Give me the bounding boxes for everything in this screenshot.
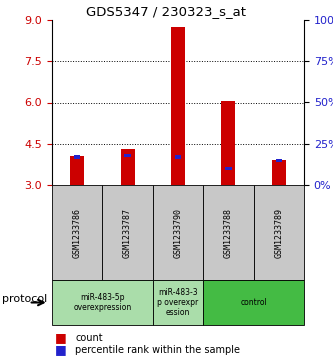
Bar (74, 155, 80, 159)
Bar (125, 154, 131, 157)
Text: protocol: protocol (2, 294, 47, 304)
Text: GSM1233788: GSM1233788 (224, 208, 233, 257)
Text: GSM1233789: GSM1233789 (274, 208, 283, 257)
Bar (276, 159, 282, 162)
Text: miR-483-3
p overexpr
ession: miR-483-3 p overexpr ession (158, 287, 198, 317)
Text: GSM1233786: GSM1233786 (73, 208, 82, 257)
Bar (175, 155, 181, 159)
Bar (221, 101, 235, 185)
Bar (272, 160, 286, 185)
Bar (70, 156, 84, 185)
Text: percentile rank within the sample: percentile rank within the sample (75, 345, 240, 355)
Text: count: count (75, 333, 103, 343)
Text: GSM1233790: GSM1233790 (173, 208, 182, 257)
Bar (225, 167, 231, 170)
Text: ■: ■ (55, 331, 67, 344)
Text: ■: ■ (55, 343, 67, 356)
Bar (121, 149, 135, 185)
Bar (171, 27, 185, 185)
Text: GDS5347 / 230323_s_at: GDS5347 / 230323_s_at (87, 5, 246, 19)
Text: miR-483-5p
overexpression: miR-483-5p overexpression (73, 293, 132, 312)
Text: control: control (240, 298, 267, 307)
Text: GSM1233787: GSM1233787 (123, 208, 132, 257)
